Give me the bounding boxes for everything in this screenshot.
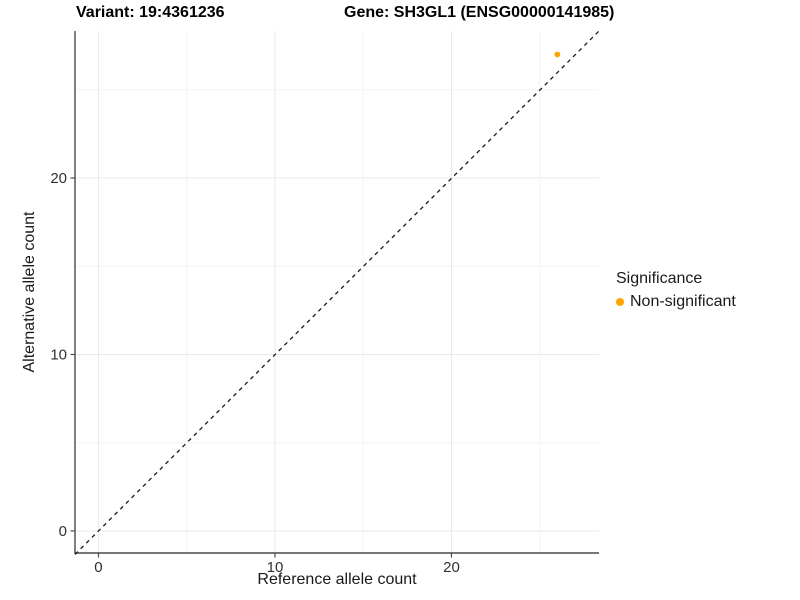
legend-title: Significance xyxy=(616,270,703,287)
y-axis-label: Alternative allele count xyxy=(21,211,38,373)
identity-dashed-line xyxy=(74,30,600,555)
x-tick-label: 20 xyxy=(443,559,460,576)
x-axis-label: Reference allele count xyxy=(257,571,417,588)
y-tick-label: 10 xyxy=(50,346,67,363)
variant-title: Variant: 19:4361236 xyxy=(76,4,225,21)
x-tick-label: 0 xyxy=(94,559,102,576)
legend: Significance Non-significant xyxy=(616,270,736,311)
legend-item-non-significant: Non-significant xyxy=(616,293,736,311)
legend-item-label: Non-significant xyxy=(630,293,736,310)
y-tick-label: 20 xyxy=(50,170,67,187)
legend-point-icon xyxy=(616,298,624,306)
y-tick-label: 0 xyxy=(59,523,67,540)
x-tick-label: 10 xyxy=(267,559,284,576)
data-point xyxy=(554,51,561,58)
gene-title: Gene: SH3GL1 (ENSG00000141985) xyxy=(344,4,615,21)
